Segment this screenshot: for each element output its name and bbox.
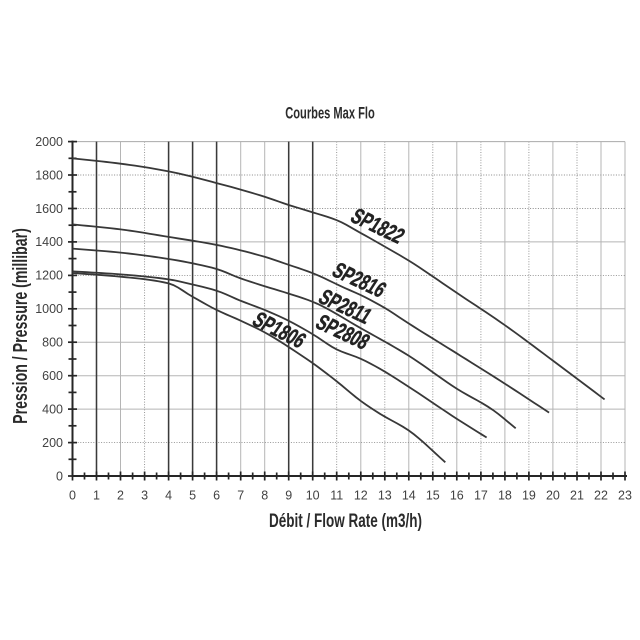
svg-text:10: 10 — [306, 489, 320, 503]
svg-text:5: 5 — [189, 489, 196, 503]
svg-text:1000: 1000 — [35, 302, 63, 316]
svg-text:13: 13 — [378, 489, 392, 503]
svg-text:20: 20 — [546, 489, 560, 503]
svg-text:22: 22 — [594, 489, 608, 503]
svg-text:3: 3 — [141, 489, 148, 503]
svg-text:23: 23 — [618, 489, 632, 503]
svg-text:0: 0 — [56, 469, 63, 483]
svg-text:Courbes Max Flo: Courbes Max Flo — [285, 103, 375, 122]
svg-text:2: 2 — [117, 489, 124, 503]
svg-text:8: 8 — [261, 489, 268, 503]
svg-text:1600: 1600 — [35, 202, 63, 216]
svg-text:6: 6 — [213, 489, 220, 503]
svg-text:200: 200 — [42, 436, 63, 450]
svg-text:12: 12 — [354, 489, 368, 503]
svg-text:18: 18 — [498, 489, 512, 503]
svg-text:14: 14 — [402, 489, 416, 503]
svg-text:2000: 2000 — [35, 135, 63, 149]
svg-text:0: 0 — [69, 489, 76, 503]
svg-text:800: 800 — [42, 336, 63, 350]
svg-text:Débit / Flow Rate (m3/h): Débit / Flow Rate (m3/h) — [269, 509, 422, 531]
svg-text:600: 600 — [42, 369, 63, 383]
svg-text:7: 7 — [237, 489, 244, 503]
svg-text:17: 17 — [474, 489, 488, 503]
svg-text:Pression / Pressure (millibar): Pression / Pressure (millibar) — [8, 228, 31, 424]
svg-text:16: 16 — [450, 489, 464, 503]
svg-text:21: 21 — [570, 489, 584, 503]
svg-text:15: 15 — [426, 489, 440, 503]
svg-text:9: 9 — [285, 489, 292, 503]
svg-text:1400: 1400 — [35, 235, 63, 249]
svg-text:400: 400 — [42, 402, 63, 416]
svg-text:4: 4 — [165, 489, 172, 503]
svg-text:1: 1 — [93, 489, 100, 503]
svg-text:11: 11 — [330, 489, 343, 503]
svg-text:19: 19 — [522, 489, 536, 503]
svg-text:1800: 1800 — [35, 168, 63, 182]
svg-text:1200: 1200 — [35, 269, 63, 283]
